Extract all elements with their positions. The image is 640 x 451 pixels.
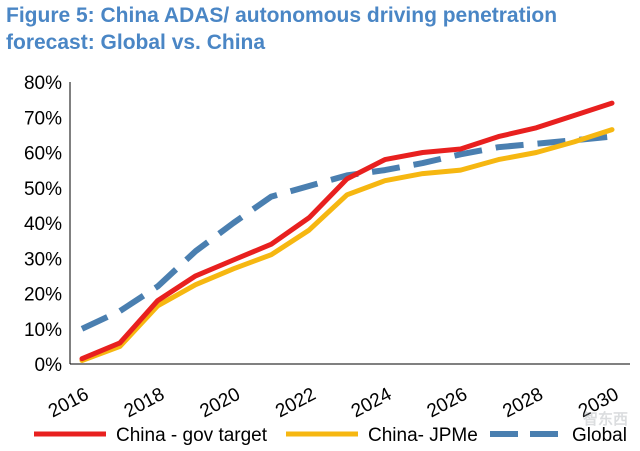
y-tick-label: 0% [35,355,63,376]
x-tick-label: 2022 [272,384,319,422]
y-tick-label: 50% [24,179,62,200]
y-tick-label: 70% [24,108,62,129]
y-tick-label: 40% [24,214,62,235]
legend-label: Global [572,425,627,446]
series-line-global [80,133,613,332]
watermark-logo: 智东西 [582,411,628,428]
series-line-china-gov-target [79,100,615,362]
y-tick-label: 60% [24,144,62,165]
x-tick-label: 2020 [197,384,244,422]
legend-label: China - gov target [116,425,268,446]
x-tick-label: 2024 [348,384,396,423]
tick-labels: 0% 10% 20% 30% 40% 50% 60% 70% 80% 2016 2018 2020 20… [24,73,622,422]
legend: China - gov target China- JPMe Global [34,425,627,446]
chart-title: Figure 5: China ADAS/ autonomous driving… [6,4,558,54]
y-tick-label: 30% [24,249,62,270]
axes [69,82,630,365]
legend-label: China- JPMe [368,425,478,446]
x-tick-label: 2028 [499,384,546,422]
y-tick-label: 80% [24,73,62,94]
y-tick-label: 10% [24,320,62,341]
series-line-china-jpme [79,127,615,363]
x-tick-label: 2016 [45,384,92,422]
x-tick-label: 2026 [424,384,471,422]
y-tick-label: 20% [24,285,62,306]
series-lines [79,100,615,363]
x-tick-label: 2018 [121,384,168,422]
